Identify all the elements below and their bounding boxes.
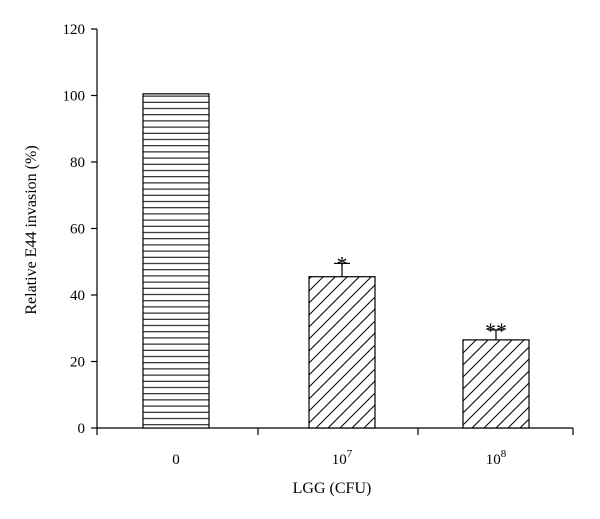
y-tick-label: 120 xyxy=(63,22,86,38)
significance-annotation: ** xyxy=(485,318,507,343)
y-tick-label: 40 xyxy=(70,288,85,304)
y-tick-label: 80 xyxy=(70,155,85,171)
plot-area: 0 20 40 60 80 100 120 0 * 107 ** 108 xyxy=(63,22,574,468)
y-tick-label: 20 xyxy=(70,355,85,371)
y-tick-label: 60 xyxy=(70,222,85,238)
x-tick-label: 108 xyxy=(486,448,507,468)
x-tick-label: 107 xyxy=(332,448,353,468)
bar xyxy=(308,276,376,429)
bar xyxy=(462,339,530,429)
significance-annotation: * xyxy=(337,251,348,276)
y-tick-label: 0 xyxy=(78,421,86,437)
y-axis-label: Relative E44 invasion (%) xyxy=(23,145,40,314)
x-tick-label: 0 xyxy=(172,452,180,468)
x-axis-label: LGG (CFU) xyxy=(293,480,372,497)
y-tick-label: 100 xyxy=(63,89,86,105)
bar xyxy=(142,93,210,429)
